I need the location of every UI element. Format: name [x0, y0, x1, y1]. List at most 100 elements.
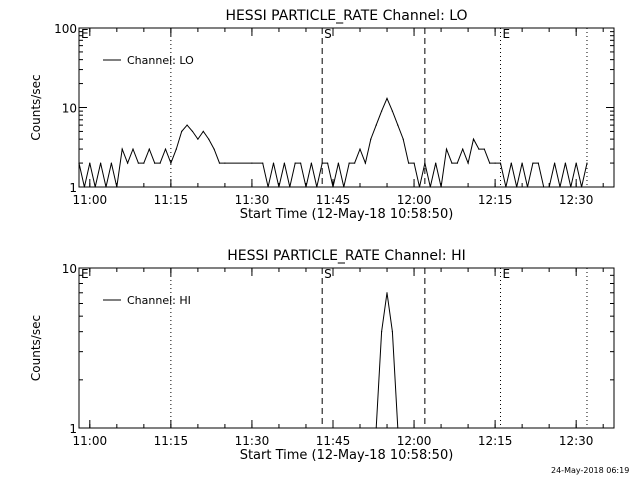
data-point — [424, 162, 426, 164]
data-point — [354, 162, 356, 164]
chart-title: HESSI PARTICLE_RATE Channel: LO — [225, 8, 467, 24]
x-tick-label: 11:00 — [73, 434, 108, 448]
data-point — [272, 162, 275, 164]
data-point — [359, 148, 361, 150]
data-point — [305, 186, 307, 188]
y-tick-label: 10 — [62, 102, 77, 116]
data-point — [370, 138, 372, 140]
x-tick-label: 11:30 — [235, 193, 270, 207]
footer-timestamp: 24-May-2018 06:19 — [551, 466, 630, 475]
data-point — [510, 162, 512, 164]
data-point — [581, 186, 583, 188]
data-point — [94, 186, 96, 188]
data-point — [397, 427, 399, 429]
chart-panel-2: HESSI PARTICLE_RATE Channel: HI 1 10 11:00 1… — [29, 248, 615, 463]
data-point — [472, 138, 475, 140]
data-point — [105, 186, 107, 188]
event-marker-label: E — [503, 27, 511, 41]
data-point — [197, 138, 199, 140]
data-point — [381, 110, 383, 112]
data-point — [478, 148, 480, 150]
data-point — [516, 186, 518, 188]
data-point — [548, 186, 550, 188]
data-point — [316, 186, 318, 188]
data-point — [586, 162, 588, 164]
data-point — [208, 138, 210, 140]
data-point — [137, 162, 139, 164]
legend-label: Channel: LO — [127, 54, 194, 67]
data-point — [327, 162, 329, 164]
chart-panel-1: HESSI PARTICLE_RATE Channel: LO 1 10 100 11:… — [29, 8, 615, 222]
x-axis-label: Start Time (12-May-18 10:58:50) — [240, 448, 454, 463]
data-point — [283, 162, 285, 164]
data-point — [143, 162, 145, 164]
data-point — [445, 148, 448, 150]
data-point — [429, 186, 431, 188]
data-point — [127, 162, 129, 164]
y-tick-label: 1 — [69, 422, 77, 436]
event-marker-label: E — [81, 267, 89, 281]
data-point — [181, 130, 183, 132]
data-point — [251, 162, 253, 164]
data-point — [332, 186, 334, 188]
data-point — [343, 186, 345, 188]
x-tick-label: 12:15 — [478, 193, 513, 207]
plot-frame — [78, 267, 615, 429]
data-point — [202, 130, 204, 132]
data-point — [262, 162, 264, 164]
data-point — [413, 162, 415, 164]
data-point — [191, 130, 194, 132]
data-point — [418, 186, 421, 188]
x-tick-label: 12:30 — [559, 193, 594, 207]
data-point — [186, 124, 188, 126]
chart-title: HESSI PARTICLE_RATE Channel: HI — [227, 248, 465, 264]
data-point — [89, 162, 91, 164]
x-tick-label: 11:15 — [154, 434, 189, 448]
data-point — [386, 292, 388, 294]
data-point — [289, 186, 291, 188]
legend-label: Channel: HI — [127, 294, 191, 307]
data-point — [300, 162, 302, 164]
x-tick-label: 11:00 — [73, 193, 108, 207]
data-point — [175, 148, 177, 150]
data-point — [218, 162, 221, 164]
data-point — [391, 110, 393, 112]
data-point — [575, 162, 577, 164]
event-marker-label: S — [324, 27, 332, 41]
data-point — [526, 186, 529, 188]
data-point — [100, 162, 102, 164]
data-point — [397, 124, 399, 126]
data-point — [456, 162, 458, 164]
data-point — [224, 162, 226, 164]
data-point — [267, 186, 269, 188]
x-tick-label: 12:30 — [559, 434, 594, 448]
data-point — [408, 162, 410, 164]
data-point — [462, 148, 464, 150]
data-point — [110, 162, 112, 164]
data-point — [321, 162, 323, 164]
data-point — [554, 162, 556, 164]
data-point — [213, 148, 215, 150]
data-point — [116, 186, 118, 188]
y-axis-label: Counts/sec — [29, 74, 43, 140]
data-point — [310, 162, 312, 164]
data-point — [451, 162, 453, 164]
data-point — [294, 162, 296, 164]
data-point — [159, 162, 161, 164]
data-point — [494, 162, 496, 164]
data-point — [435, 162, 437, 164]
data-point — [348, 162, 350, 164]
x-tick-label: 12:15 — [478, 434, 513, 448]
data-point — [499, 162, 502, 164]
data-point — [148, 148, 150, 150]
data-point — [543, 186, 545, 188]
data-point — [505, 186, 507, 188]
data-point — [121, 148, 123, 150]
x-tick-label: 12:00 — [397, 434, 432, 448]
data-point — [132, 148, 134, 150]
x-axis-label: Start Time (12-May-18 10:58:50) — [240, 207, 454, 222]
data-point — [83, 186, 85, 188]
data-point — [521, 162, 523, 164]
data-point — [337, 162, 339, 164]
